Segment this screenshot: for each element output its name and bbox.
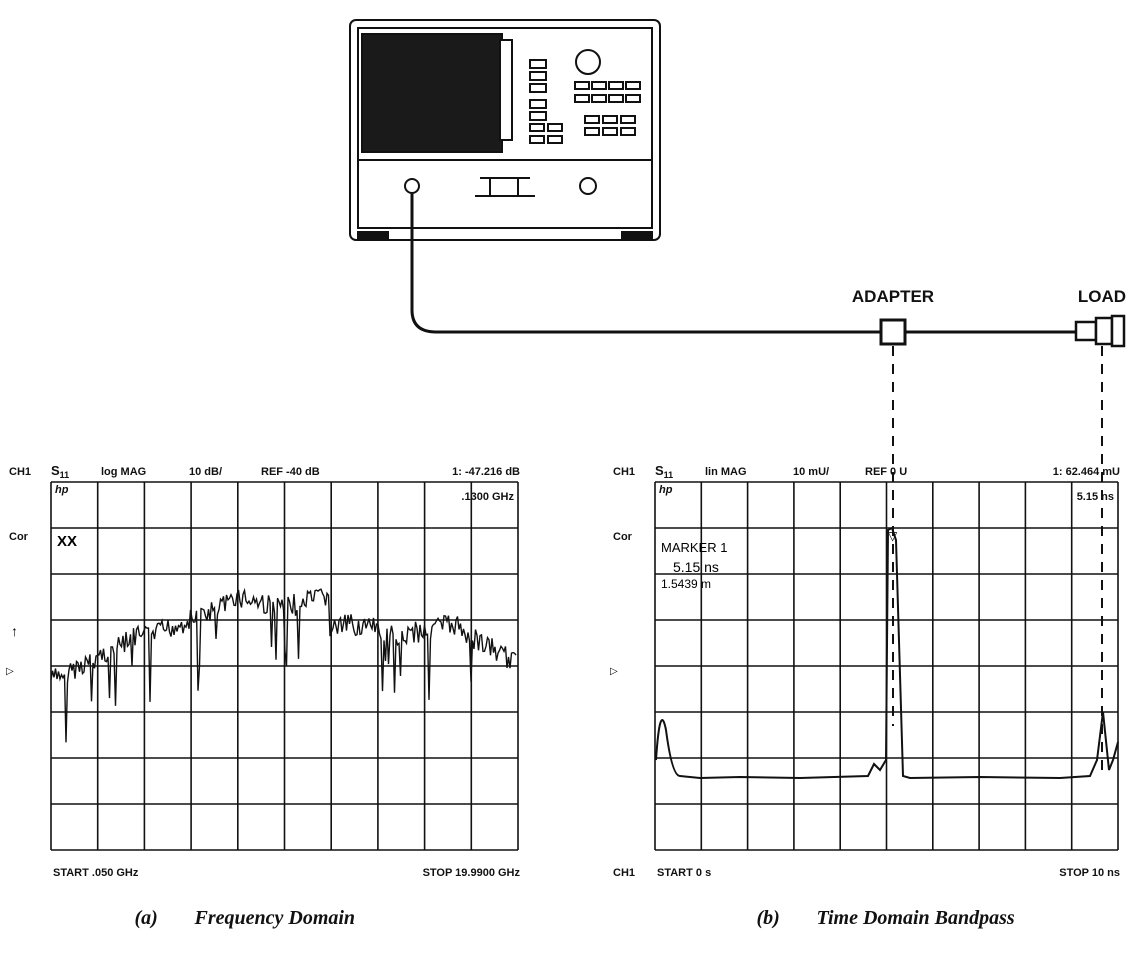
logo: hp (55, 484, 69, 496)
reference-arrow: ▷ (6, 666, 14, 677)
footer-channel: CH1 (613, 867, 635, 879)
load-label: LOAD (1078, 287, 1126, 306)
parameter-letter: S (51, 463, 60, 478)
note: XX (57, 533, 77, 550)
parameter-subscript: 11 (60, 470, 70, 480)
parameter-letter: S (655, 463, 664, 478)
caption: Frequency Domain (194, 907, 356, 929)
frequency-trace (50, 587, 517, 743)
time-trace (655, 526, 1119, 780)
start: START .050 GHz (53, 867, 139, 879)
parameter: S11 (655, 463, 673, 480)
reference: REF 0 U (865, 466, 907, 478)
scale: 10 dB/ (189, 466, 222, 478)
marker-time: 5.15 ns (673, 559, 719, 575)
caption: Time Domain Bandpass (817, 907, 1015, 929)
channel: CH1 (9, 466, 31, 478)
network-analyzer (349, 19, 661, 241)
format: lin MAG (705, 466, 747, 478)
marker-distance: 1.5439 m (661, 577, 711, 591)
channel: CH1 (613, 466, 635, 478)
correction: Cor (613, 531, 633, 543)
marker-position: .1300 GHz (461, 491, 514, 503)
reference-arrow: ▷ (610, 666, 618, 677)
marker-readout: 1: -47.216 dB (452, 466, 520, 478)
stop: STOP 19.9900 GHz (423, 867, 521, 879)
start: START 0 s (657, 867, 711, 879)
marker-title: MARKER 1 (661, 540, 727, 555)
up-arrow: ↑ (11, 623, 18, 639)
format: log MAG (101, 466, 146, 478)
marker-triangle: ▽ (888, 529, 898, 543)
caption-letter: (a) (135, 907, 158, 929)
correction: Cor (9, 531, 29, 543)
marker-readout: 1: 62.464 mU (1053, 466, 1120, 478)
adapter-label: ADAPTER (852, 287, 934, 306)
caption-letter: (b) (757, 907, 780, 929)
reference: REF -40 dB (261, 466, 320, 478)
adapter (879, 318, 907, 346)
parameter-subscript: 11 (664, 470, 674, 480)
stop: STOP 10 ns (1059, 867, 1120, 879)
parameter: S11 (51, 463, 69, 480)
scale: 10 mU/ (793, 466, 829, 478)
cable (410, 194, 1078, 334)
grid (50, 481, 519, 851)
load (1074, 314, 1126, 348)
reference-dash (892, 346, 1103, 770)
marker-position: 5.15 ns (1077, 491, 1114, 503)
logo: hp (659, 484, 673, 496)
